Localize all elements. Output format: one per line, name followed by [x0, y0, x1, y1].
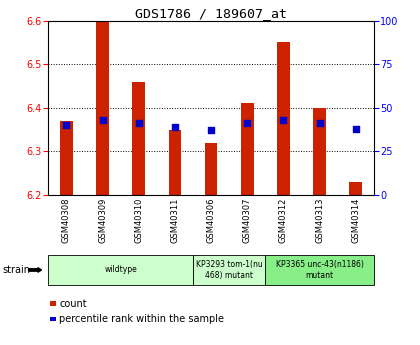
Point: [208, 128, 215, 133]
Bar: [168, 130, 181, 195]
Text: wildtype: wildtype: [104, 265, 137, 275]
Point: [316, 121, 323, 126]
Point: [135, 121, 142, 126]
Bar: [96, 21, 109, 195]
Text: percentile rank within the sample: percentile rank within the sample: [59, 314, 224, 324]
Text: strain: strain: [2, 265, 30, 275]
Bar: [349, 182, 362, 195]
Title: GDS1786 / 189607_at: GDS1786 / 189607_at: [135, 7, 287, 20]
Text: count: count: [59, 299, 87, 308]
Point: [352, 126, 359, 131]
Bar: [241, 104, 254, 195]
Point: [280, 117, 287, 123]
Point: [244, 121, 251, 126]
Point: [99, 117, 106, 123]
Point: [171, 124, 178, 130]
Bar: [277, 42, 290, 195]
Bar: [60, 121, 73, 195]
Point: [63, 122, 70, 128]
Bar: [205, 143, 218, 195]
Bar: [313, 108, 326, 195]
Text: KP3293 tom-1(nu
468) mutant: KP3293 tom-1(nu 468) mutant: [196, 260, 262, 280]
Bar: [132, 82, 145, 195]
Text: KP3365 unc-43(n1186)
mutant: KP3365 unc-43(n1186) mutant: [276, 260, 363, 280]
